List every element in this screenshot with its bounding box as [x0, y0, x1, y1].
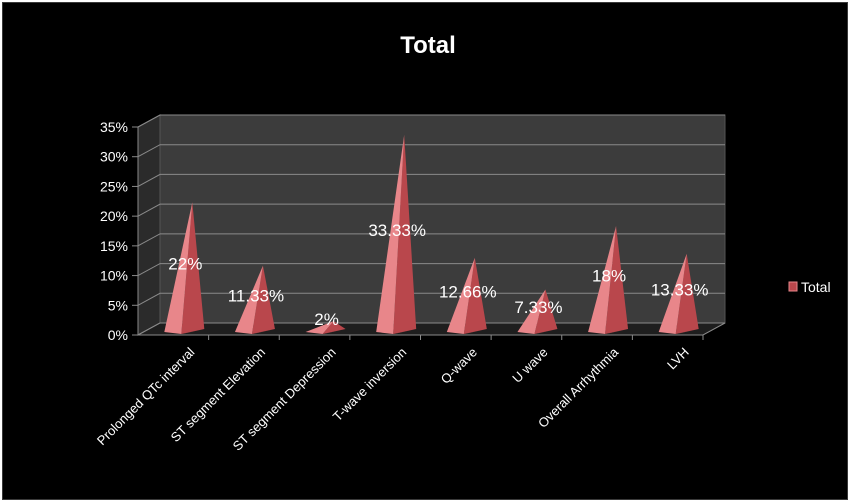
bar	[164, 202, 205, 334]
bar-base-face	[675, 329, 699, 334]
bar-front-face	[234, 265, 263, 334]
bar-base-face	[534, 329, 558, 334]
bar	[234, 265, 275, 334]
bar-base-face	[605, 329, 629, 334]
gridline	[137, 114, 725, 128]
bar-front-face	[305, 321, 334, 334]
legend-label: Total	[801, 279, 831, 295]
data-label: 33.33%	[368, 221, 426, 240]
plot-floor	[137, 322, 726, 336]
bar	[376, 134, 417, 334]
y-tick-label: 5%	[108, 297, 128, 313]
bar-front-face	[446, 257, 475, 334]
bar-side-face	[675, 253, 699, 334]
x-tick-label: LVH	[664, 345, 692, 373]
bar-side-face	[605, 226, 629, 334]
bars	[164, 134, 699, 334]
data-label: 13.33%	[651, 280, 709, 299]
plot-side-wall	[137, 114, 161, 336]
bar-base-face	[251, 329, 275, 334]
pyramid-bar-chart: Total 0% 5% 10% 15% 20% 25% 30% 35% 22% 11.33% 2%…	[94, 32, 831, 454]
bar-front-face	[658, 253, 687, 334]
data-label: 18%	[592, 267, 626, 286]
y-tick-label: 0%	[108, 327, 128, 343]
y-tick-label: 25%	[100, 178, 128, 194]
data-label: 12.66%	[439, 282, 497, 301]
data-label: 22%	[168, 255, 202, 274]
gridline	[137, 173, 725, 187]
bar-base-face	[322, 329, 346, 334]
gridline	[137, 263, 725, 277]
data-label: 11.33%	[228, 286, 284, 305]
bar-front-face	[588, 226, 617, 334]
bar-front-face	[164, 202, 193, 334]
y-tick-label: 20%	[100, 208, 128, 224]
bar	[517, 289, 558, 334]
bar	[305, 321, 346, 334]
bar-base-face	[393, 329, 417, 334]
x-tick-label: U wave	[509, 345, 550, 386]
bar-base-face	[463, 329, 487, 334]
legend: Total	[788, 279, 831, 295]
data-label: 2%	[314, 310, 339, 329]
bar	[588, 226, 629, 334]
bar-front-face	[517, 289, 546, 334]
gridline	[137, 292, 725, 306]
bar-side-face	[534, 289, 558, 334]
bar-side-face	[322, 321, 346, 334]
data-label: 7.33%	[514, 298, 562, 317]
bar-side-face	[463, 257, 487, 334]
x-tick-label: Q-wave	[438, 345, 480, 387]
y-tick-label: 10%	[100, 268, 128, 284]
y-axis: 0% 5% 10% 15% 20% 25% 30% 35%	[100, 119, 139, 343]
bar-side-face	[181, 202, 205, 334]
bar	[658, 253, 699, 334]
gridline	[137, 233, 725, 247]
bar	[446, 257, 487, 334]
gridline	[137, 203, 725, 217]
bar-front-face	[376, 134, 405, 334]
plot-walls	[137, 114, 726, 336]
gridline	[137, 144, 725, 158]
bar-side-face	[393, 134, 417, 334]
chart-title: Total	[400, 32, 456, 59]
y-tick-label: 15%	[100, 238, 128, 254]
bar-side-face	[251, 265, 275, 334]
data-labels: 22% 11.33% 2% 33.33% 12.66% 7.33% 18% 13.33%	[168, 221, 708, 329]
plot-floor-surface	[137, 322, 726, 336]
y-tick-label: 35%	[100, 119, 128, 135]
x-tick-label: T-wave inversion	[330, 345, 410, 425]
legend-swatch	[788, 281, 798, 292]
y-tick-label: 30%	[100, 149, 128, 165]
bar-base-face	[181, 329, 205, 334]
